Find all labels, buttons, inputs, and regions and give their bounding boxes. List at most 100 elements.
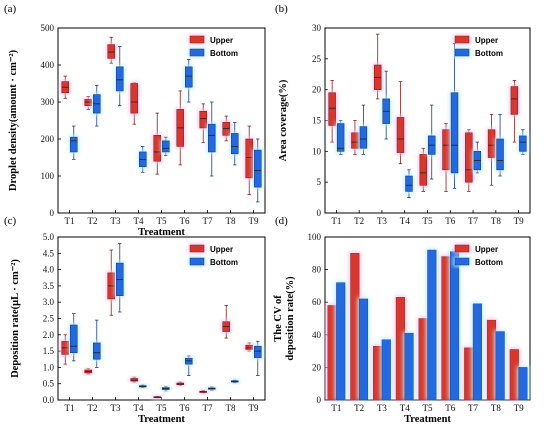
legend-label-bottom: Bottom (210, 49, 238, 58)
y-axis-label: Droplet density(amount · cm⁻²) (8, 49, 19, 191)
box-bottom (336, 123, 345, 152)
y-tick-label: 0.5 (43, 379, 55, 389)
y-tick-label: 2.5 (43, 314, 55, 324)
x-tick-label: T4 (134, 216, 144, 226)
x-tick-label: T9 (249, 216, 259, 226)
box-bottom (405, 175, 413, 192)
x-tick-label: T8 (491, 216, 501, 226)
chart-panel-d: (d) 0 20 40 60 80 100 T1 T2 T3 T4 T5 T6 T7 T8 T9 Treatme… (273, 215, 531, 425)
x-tick-label: T5 (157, 403, 167, 413)
x-axis-label: Treatment (138, 414, 185, 425)
y-tick-label: 15 (312, 116, 322, 126)
x-tick-label: T4 (400, 403, 410, 413)
bar-bottom (381, 339, 391, 401)
box-upper (351, 132, 359, 149)
y-tick-label: 300 (41, 97, 55, 107)
y-tick-label: 10 (312, 146, 322, 156)
box-upper (107, 44, 115, 59)
legend-label-bottom: Bottom (210, 258, 238, 267)
x-tick-label: T1 (65, 216, 75, 226)
bar-bottom (472, 303, 482, 401)
y-tick-label: 5 (317, 177, 322, 187)
y-tick-label: 500 (41, 23, 55, 33)
panel-label-d: (d) (275, 215, 288, 227)
box-bottom (70, 136, 78, 153)
legend-swatch-bottom (189, 257, 205, 266)
y-tick-label: 0 (317, 208, 322, 218)
x-tick-label: T4 (400, 216, 410, 226)
bar-bottom (336, 282, 346, 401)
box-upper (328, 92, 336, 126)
x-tick-label: T6 (445, 403, 455, 413)
y-tick-label: 2.0 (43, 330, 55, 340)
x-tick-label: T7 (203, 216, 213, 226)
box-bottom (208, 123, 216, 153)
box-bottom (254, 149, 262, 188)
box-bottom (70, 324, 78, 354)
x-tick-label: T9 (249, 403, 259, 413)
y-tick-label: 20 (312, 85, 322, 95)
box-upper (510, 86, 519, 115)
x-tick-label: T2 (354, 403, 364, 413)
bar-bottom (518, 367, 528, 401)
y-tick-label: 40 (312, 330, 322, 340)
y-tick-label: 4.5 (43, 248, 55, 258)
x-tick-label: T4 (134, 403, 144, 413)
chart-panel-b: (b) 0 5 10 15 20 25 30 T1 T2 T3 T4 T5 T6 T7 T8 T9 Area co… (275, 3, 531, 226)
y-axis-label: Area coverage(%) (278, 79, 289, 161)
box-upper (130, 83, 138, 114)
x-tick-label: T8 (226, 403, 236, 413)
y-tick-label: 1.5 (43, 346, 55, 356)
x-tick-label: T9 (514, 216, 524, 226)
y-tick-label: 30 (312, 23, 322, 33)
legend-label-upper: Upper (210, 245, 233, 254)
legend-swatch-bottom (454, 48, 470, 57)
box-bottom (359, 126, 368, 149)
box-bottom (519, 135, 527, 152)
box-upper (84, 99, 92, 107)
y-tick-label: 80 (312, 265, 322, 275)
box-upper (487, 129, 496, 158)
y-tick-label: 5.0 (43, 232, 55, 242)
x-tick-label: T6 (180, 216, 190, 226)
y-tick-label: 0 (317, 395, 322, 405)
legend-swatch-bottom (454, 257, 470, 266)
legend-label-upper: Upper (475, 36, 498, 45)
y-tick-label: 100 (41, 171, 55, 181)
y-tick-label: 100 (308, 232, 322, 242)
panel-label-c: (c) (4, 215, 17, 227)
y-tick-label: 3.5 (43, 281, 55, 291)
box-bottom (162, 140, 170, 153)
x-tick-label: T5 (423, 216, 433, 226)
y-tick-label: 3.0 (43, 297, 55, 307)
x-axis-label: Treatment (138, 227, 185, 238)
box-bottom (93, 342, 101, 360)
legend-swatch-upper (454, 35, 470, 44)
box-bottom (231, 133, 239, 155)
panel-label-b: (b) (275, 3, 288, 15)
y-tick-label: 60 (312, 297, 322, 307)
chart-panel-c: (c) 0.0 0.5 1.0 1.5 2.0 2.5 3.0 3.5 4.0 4.5 5.0 T1 T2… (4, 215, 266, 425)
box-bottom (185, 66, 193, 88)
box-upper (419, 154, 427, 186)
legend-label-bottom: Bottom (475, 258, 503, 267)
y-tick-label: 1.0 (43, 362, 55, 372)
x-tick-label: T3 (111, 216, 121, 226)
box-upper (199, 110, 207, 129)
x-tick-label: T6 (445, 216, 455, 226)
x-tick-label: T2 (354, 216, 364, 226)
y-axis-label: The CV ofdeposition rate(%) (273, 276, 296, 361)
x-tick-label: T5 (157, 216, 167, 226)
y-tick-label: 25 (312, 54, 322, 64)
chart-panel-a: (a) 0 100 200 300 400 500 T1 T2 T3 T4 T5 T6 T7 T8 T9 Tre… (4, 3, 266, 238)
x-tick-label: T5 (423, 403, 433, 413)
x-tick-label: T9 (514, 403, 524, 413)
legend-label-upper: Upper (475, 245, 498, 254)
box-upper (396, 117, 405, 153)
x-tick-label: T7 (468, 216, 478, 226)
x-tick-label: T3 (377, 403, 387, 413)
box-upper (245, 138, 253, 179)
y-axis-label-line: deposition rate(%) (285, 276, 296, 361)
x-tick-label: T3 (377, 216, 387, 226)
